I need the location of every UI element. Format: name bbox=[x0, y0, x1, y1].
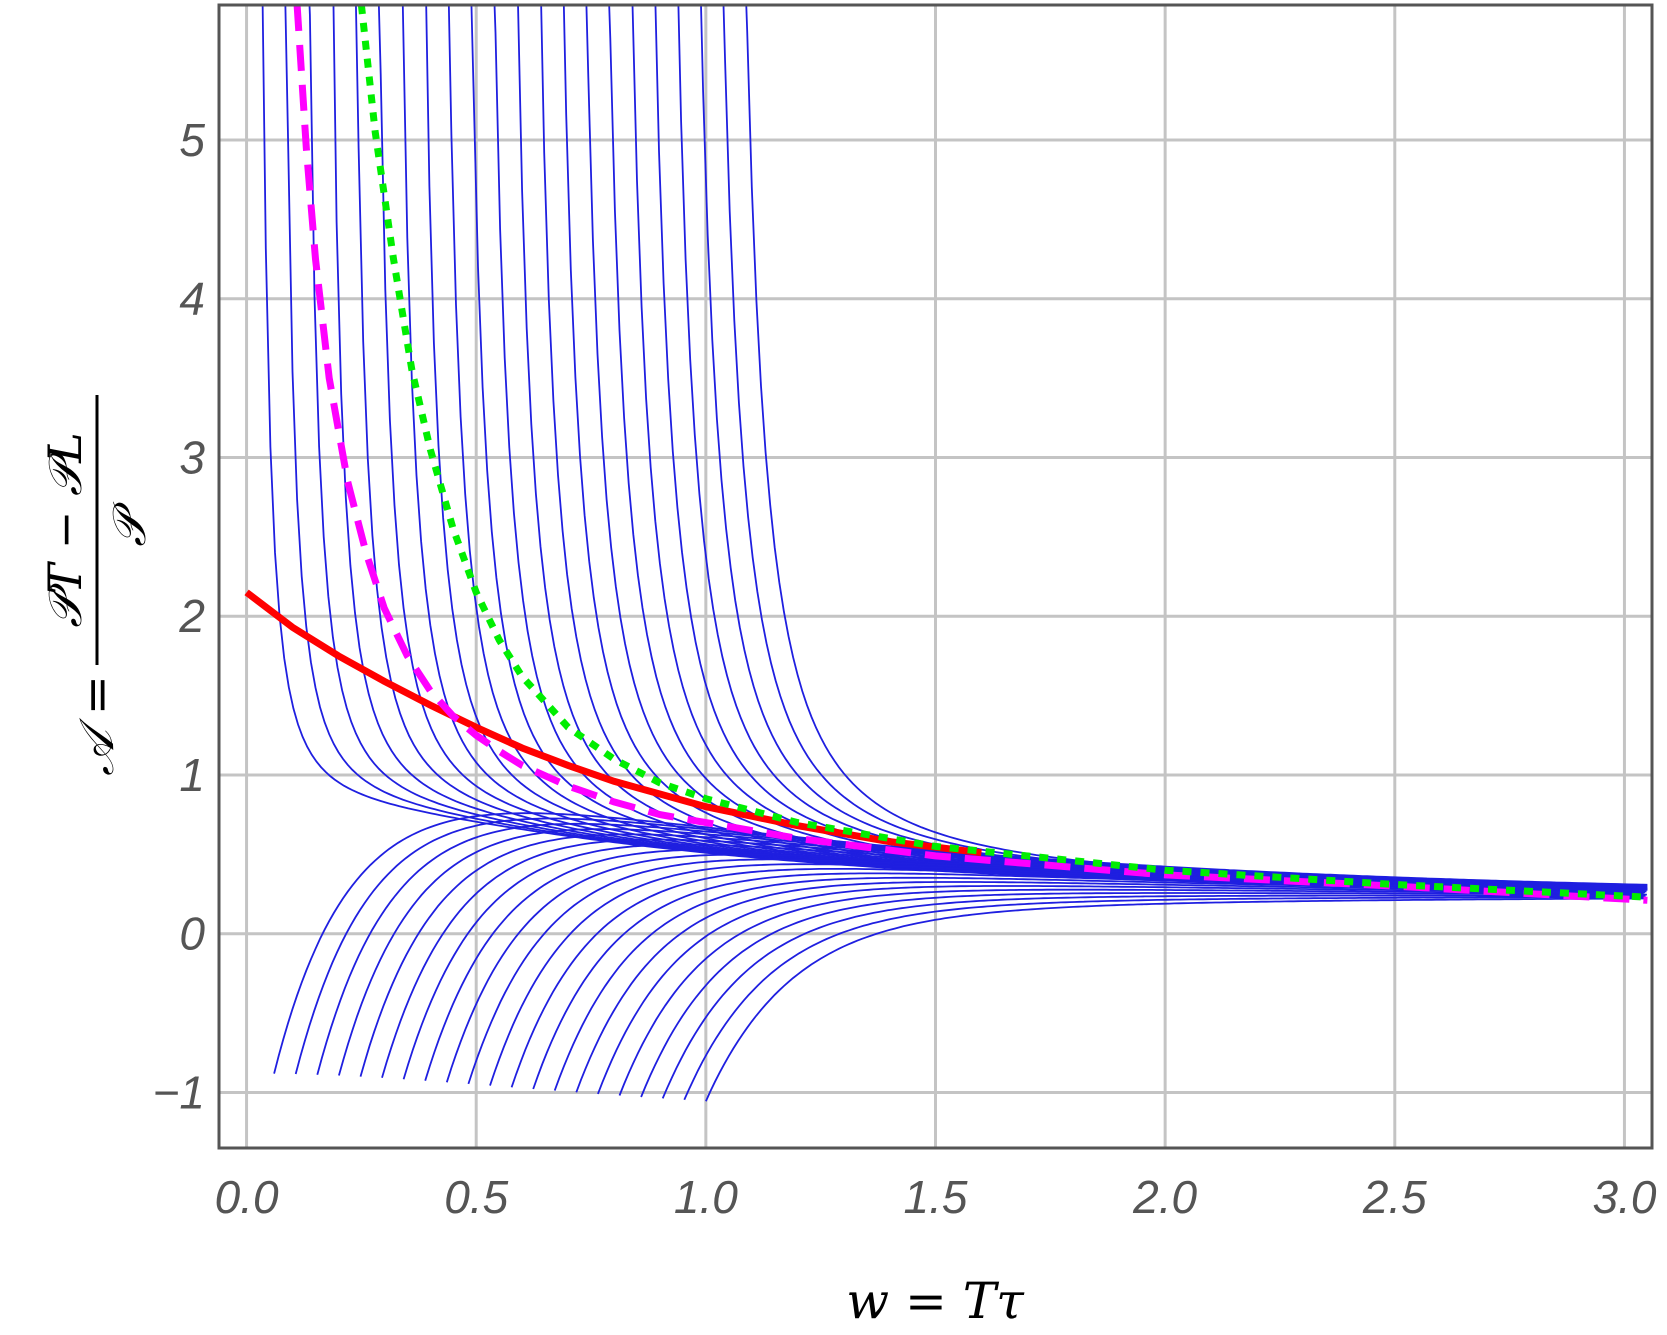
family-curve bbox=[597, 885, 1646, 1095]
family-curve bbox=[447, 5, 1646, 890]
family-curve bbox=[661, 894, 1646, 1099]
family-curve bbox=[654, 5, 1647, 889]
y-axis-label-denominator: 𝒫 bbox=[102, 502, 156, 547]
y-axis-label: 𝒜 = 𝒫T − 𝒫L 𝒫 bbox=[38, 395, 156, 776]
family-curve bbox=[425, 5, 1647, 890]
x-tick-label: 3.0 bbox=[1592, 1171, 1656, 1223]
curve-family bbox=[261, 5, 1648, 1102]
x-tick-labels: 0.0 0.5 1.0 1.5 2.0 2.5 3.0 bbox=[215, 1171, 1657, 1223]
family-curve bbox=[401, 5, 1648, 891]
family-curve bbox=[553, 876, 1644, 1091]
family-curve bbox=[705, 897, 1648, 1102]
y-axis-label-numerator: 𝒫T − 𝒫L bbox=[38, 432, 92, 627]
x-axis-label: w = Tτ bbox=[846, 1272, 1025, 1330]
family-curve bbox=[517, 5, 1648, 890]
plot-frame bbox=[217, 3, 1654, 1150]
family-curve bbox=[470, 5, 1645, 890]
x-tick-label: 2.5 bbox=[1362, 1171, 1427, 1223]
x-tick-label: 1.5 bbox=[904, 1171, 968, 1223]
family-curve bbox=[575, 881, 1647, 1093]
series-dotted-line bbox=[357, 5, 1648, 901]
family-curve bbox=[261, 5, 1644, 891]
family-curve bbox=[700, 5, 1645, 888]
family-curve bbox=[683, 896, 1645, 1101]
y-tick-labels: −1 0 1 2 3 4 5 bbox=[153, 114, 206, 1119]
y-tick-label: 5 bbox=[179, 114, 205, 166]
y-tick-label: 2 bbox=[178, 590, 205, 642]
family-curve bbox=[631, 5, 1648, 889]
family-curve bbox=[722, 5, 1644, 888]
y-tick-label: −1 bbox=[153, 1066, 205, 1118]
family-curve bbox=[540, 5, 1647, 890]
x-tick-label: 0.0 bbox=[215, 1171, 279, 1223]
y-axis-label-lhs: 𝒜 = bbox=[69, 675, 125, 776]
family-curve bbox=[493, 5, 1644, 890]
x-tick-label: 2.0 bbox=[1132, 1171, 1197, 1223]
y-tick-label: 4 bbox=[179, 273, 205, 325]
family-curve bbox=[332, 5, 1646, 891]
family-curve bbox=[585, 5, 1645, 889]
family-curve bbox=[377, 5, 1644, 891]
family-curve bbox=[640, 892, 1647, 1098]
y-tick-label: 1 bbox=[179, 749, 205, 801]
y-tick-label: 0 bbox=[179, 908, 205, 960]
family-curve bbox=[467, 858, 1645, 1085]
x-tick-label: 0.5 bbox=[444, 1171, 508, 1223]
family-curve bbox=[745, 5, 1648, 888]
y-tick-label: 3 bbox=[179, 431, 205, 483]
gridlines bbox=[219, 5, 1652, 1148]
family-curve bbox=[618, 888, 1644, 1096]
series-dashed-line bbox=[293, 5, 1648, 904]
family-curve bbox=[284, 5, 1648, 891]
x-tick-label: 1.0 bbox=[674, 1171, 738, 1223]
highlight-series bbox=[244, 5, 1648, 904]
